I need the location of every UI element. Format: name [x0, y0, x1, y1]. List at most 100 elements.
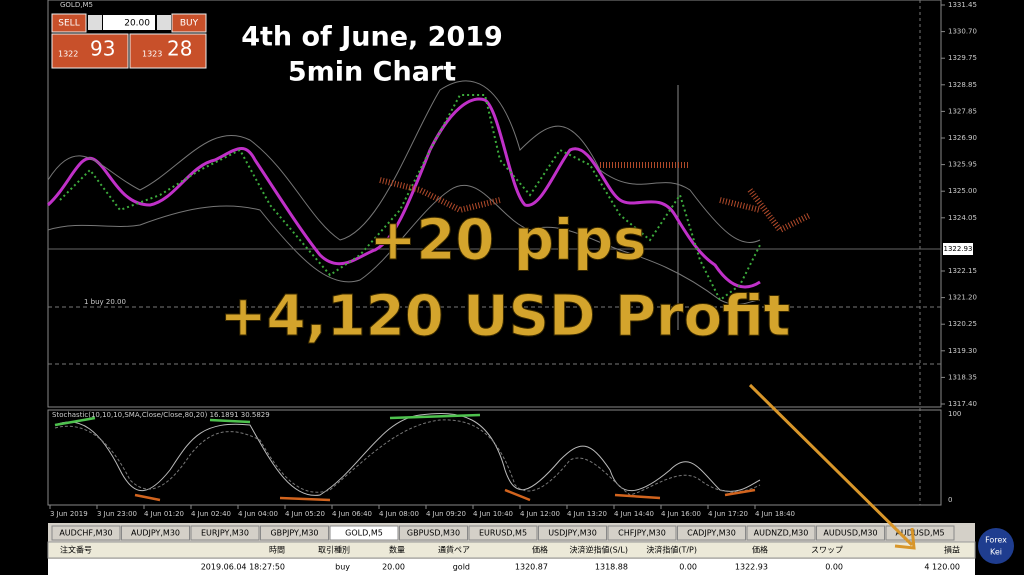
time-tick-label: 4 Jun 14:40 [614, 510, 654, 518]
time-tick-label: 4 Jun 18:40 [755, 510, 795, 518]
column-header: 損益 [944, 545, 960, 555]
tab[interactable] [121, 525, 190, 541]
logo [978, 528, 1014, 564]
cell: gold [453, 563, 470, 572]
overlay-title: 4th of June, 2019 [241, 22, 503, 53]
tab[interactable] [677, 525, 746, 541]
cell: 0.00 [825, 563, 843, 572]
price-tick-label: 1317.40 [948, 400, 977, 408]
tab-label: USDJPY,M30 [548, 529, 597, 538]
lot-input[interactable] [103, 15, 155, 30]
buy-label: BUY [180, 19, 199, 29]
column-header: 通貨ペア [438, 545, 470, 555]
tab-label: GBPJPY,M30 [270, 529, 318, 538]
buy-price-small: 1323 [142, 50, 162, 59]
tab[interactable] [746, 525, 816, 541]
price-tick-label: 1322.15 [948, 267, 977, 275]
tab[interactable] [329, 525, 399, 541]
tab[interactable] [51, 525, 121, 541]
stochastic-oversold [134, 488, 756, 502]
indicator-axis-top: 100 [948, 410, 961, 418]
column-header: 決済指値(T/P) [646, 545, 697, 555]
tab-label: GOLD,M5 [345, 529, 383, 538]
lot-up[interactable] [157, 15, 171, 30]
tab[interactable] [468, 525, 538, 541]
trade-panel: SELL 20.00 BUY 1322 93 1323 28 [51, 13, 207, 69]
price-tick-label: 1327.85 [948, 107, 977, 115]
ichimoku-cloud [379, 162, 812, 234]
stochastic-signal [54, 419, 761, 496]
current-price-box [943, 243, 973, 255]
overlay-subtitle: 5min Chart [288, 57, 456, 88]
cell: 4 120.00 [924, 563, 960, 572]
tab-label: CADJPY,M30 [687, 529, 736, 538]
stochastic-main [54, 413, 761, 496]
time-tick-label: 4 Jun 04:00 [238, 510, 278, 518]
column-header: 価格 [752, 545, 768, 555]
buy-button[interactable] [171, 13, 207, 33]
time-tick-label: 4 Jun 09:20 [426, 510, 466, 518]
column-header: 数量 [389, 545, 405, 555]
cell: 1322.93 [735, 563, 768, 572]
overlay-profit: +4,120 USD Profit [220, 284, 791, 349]
column-header: 注文番号 [60, 545, 92, 555]
bollinger-upper [47, 80, 761, 244]
table-row [48, 559, 975, 575]
stochastic-overbought [54, 413, 481, 427]
time-tick-label: 4 Jun 16:00 [661, 510, 701, 518]
logo-line1: Forex [985, 536, 1007, 545]
price-tick-label: 1331.45 [948, 1, 977, 9]
tab-label: EURUSD,M5 [479, 529, 527, 538]
sell-label: SELL [58, 19, 79, 29]
column-header: スワップ [811, 546, 843, 555]
column-header: 価格 [532, 545, 548, 555]
time-tick-label: 4 Jun 06:40 [332, 510, 372, 518]
tab[interactable] [399, 525, 468, 541]
tab-label: AUDUSD,M30 [823, 529, 877, 538]
tab-label: AUDNZD,M30 [754, 529, 809, 538]
bollinger-lower [47, 184, 761, 305]
table-header [47, 541, 976, 559]
price-tick-label: 1320.25 [948, 320, 977, 328]
price-tick-label: 1325.00 [948, 187, 977, 195]
tab-label: AUDUSD,M5 [895, 529, 944, 538]
sell-price-big: 93 [90, 37, 115, 61]
time-tick-label: 4 Jun 02:40 [191, 510, 231, 518]
cell: 20.00 [382, 563, 405, 572]
price-tick-label: 1321.20 [948, 294, 977, 302]
sell-price-small: 1322 [58, 50, 78, 59]
price-tick-label: 1325.95 [948, 161, 977, 169]
column-header: 決済逆指値(S/L) [570, 545, 628, 555]
price-tick-label: 1329.75 [948, 54, 977, 62]
lot-down[interactable] [88, 15, 102, 30]
tab[interactable] [607, 525, 677, 541]
time-tick-label: 4 Jun 08:00 [379, 510, 419, 518]
sell-button[interactable] [51, 13, 87, 33]
indicator-panel [47, 409, 942, 506]
time-tick-label: 4 Jun 10:40 [473, 510, 513, 518]
column-header: 取引種別 [318, 545, 350, 555]
tab[interactable] [816, 525, 885, 541]
tab-label: AUDCHF,M30 [59, 529, 112, 538]
buy-price-box[interactable] [129, 33, 207, 69]
logo-line2: Kei [990, 548, 1002, 557]
current-price: 1322.93 [944, 245, 973, 253]
tab[interactable] [190, 525, 260, 541]
tab[interactable] [538, 525, 607, 541]
time-tick-label: 3 Jun 23:00 [97, 510, 137, 518]
price-tick-label: 1318.35 [948, 373, 977, 381]
tab-label: GBPUSD,M30 [407, 529, 460, 538]
tab-label: CHFJPY,M30 [618, 529, 666, 538]
arrow-head [894, 527, 916, 550]
arrow [748, 383, 914, 547]
price-tick-label: 1330.70 [948, 28, 977, 36]
tab[interactable] [260, 525, 329, 541]
lot-value: 20.00 [124, 19, 150, 29]
time-tick-label: 4 Jun 12:00 [520, 510, 560, 518]
sell-price-box[interactable] [51, 33, 129, 69]
tab-label: AUDJPY,M30 [131, 529, 180, 538]
price-tick-label: 1319.30 [948, 347, 977, 355]
price-tick-label: 1324.05 [948, 214, 977, 222]
indicator-axis-bottom: 0 [948, 496, 952, 504]
